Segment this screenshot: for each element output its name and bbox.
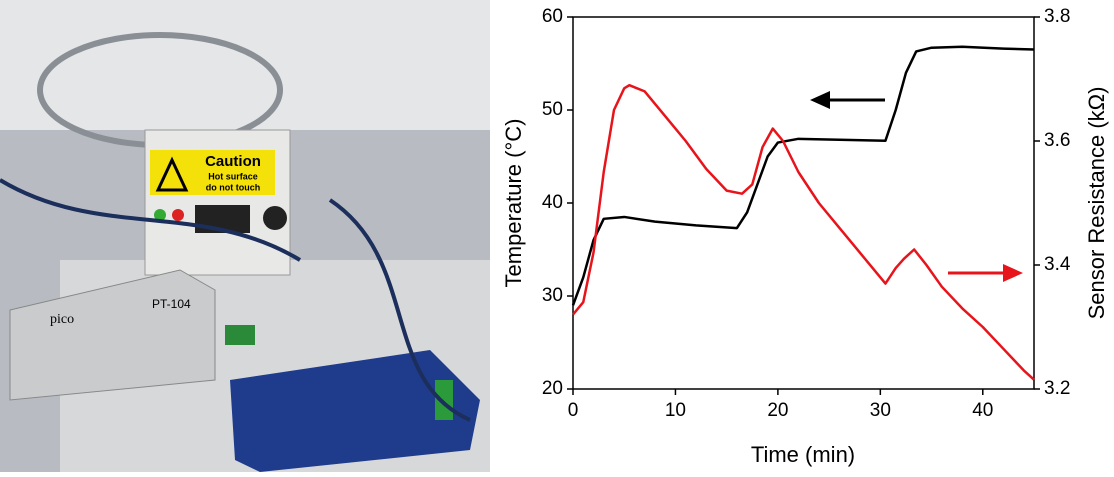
arrow-head bbox=[1003, 264, 1023, 282]
oven-button bbox=[154, 209, 166, 221]
y2-axis-label: Sensor Resistance (kΩ) bbox=[1084, 87, 1109, 320]
y-tick-label: 40 bbox=[542, 192, 563, 213]
cables bbox=[0, 178, 471, 422]
y2-tick-label: 3.4 bbox=[1044, 254, 1071, 275]
photo-wall bbox=[0, 0, 490, 130]
arrow-right bbox=[948, 264, 1023, 282]
pico-logger bbox=[9, 269, 216, 401]
usb-device bbox=[230, 350, 480, 472]
oven-knob bbox=[263, 206, 287, 230]
photo-text: Hot surface bbox=[208, 171, 258, 181]
x-tick-label: 20 bbox=[767, 400, 788, 421]
oven-button bbox=[172, 209, 184, 221]
y2-tick-label: 3.6 bbox=[1044, 130, 1070, 151]
photo-text: PT-104 bbox=[152, 297, 191, 311]
connector bbox=[225, 325, 255, 345]
y2-tick-label: 3.8 bbox=[1044, 6, 1070, 27]
y-tick-label: 60 bbox=[542, 6, 563, 27]
series-line bbox=[571, 45, 1035, 306]
photo-text: do not touch bbox=[206, 182, 260, 192]
connector bbox=[435, 380, 453, 420]
warning-icon bbox=[155, 156, 189, 192]
y-axis-label: Temperature (°C) bbox=[501, 119, 526, 288]
y2-tick-label: 3.2 bbox=[1044, 378, 1070, 399]
y-tick-label: 20 bbox=[542, 378, 563, 399]
photo-text: Caution bbox=[205, 153, 261, 170]
x-tick-label: 30 bbox=[870, 400, 891, 421]
arrow-left bbox=[810, 91, 885, 109]
series-line bbox=[572, 83, 1035, 381]
y-tick-label: 30 bbox=[542, 285, 563, 306]
arrow-head bbox=[810, 91, 830, 109]
photo-text: pico bbox=[50, 312, 74, 327]
photo: Caution Hot surface do not touch pico PT… bbox=[0, 0, 490, 472]
plot-frame bbox=[572, 16, 1035, 390]
x-tick-label: 0 bbox=[568, 400, 579, 421]
y-tick-label: 50 bbox=[542, 99, 563, 120]
x-tick-label: 10 bbox=[665, 400, 686, 421]
x-tick-label: 40 bbox=[972, 400, 993, 421]
x-axis-label: Time (min) bbox=[751, 442, 855, 467]
